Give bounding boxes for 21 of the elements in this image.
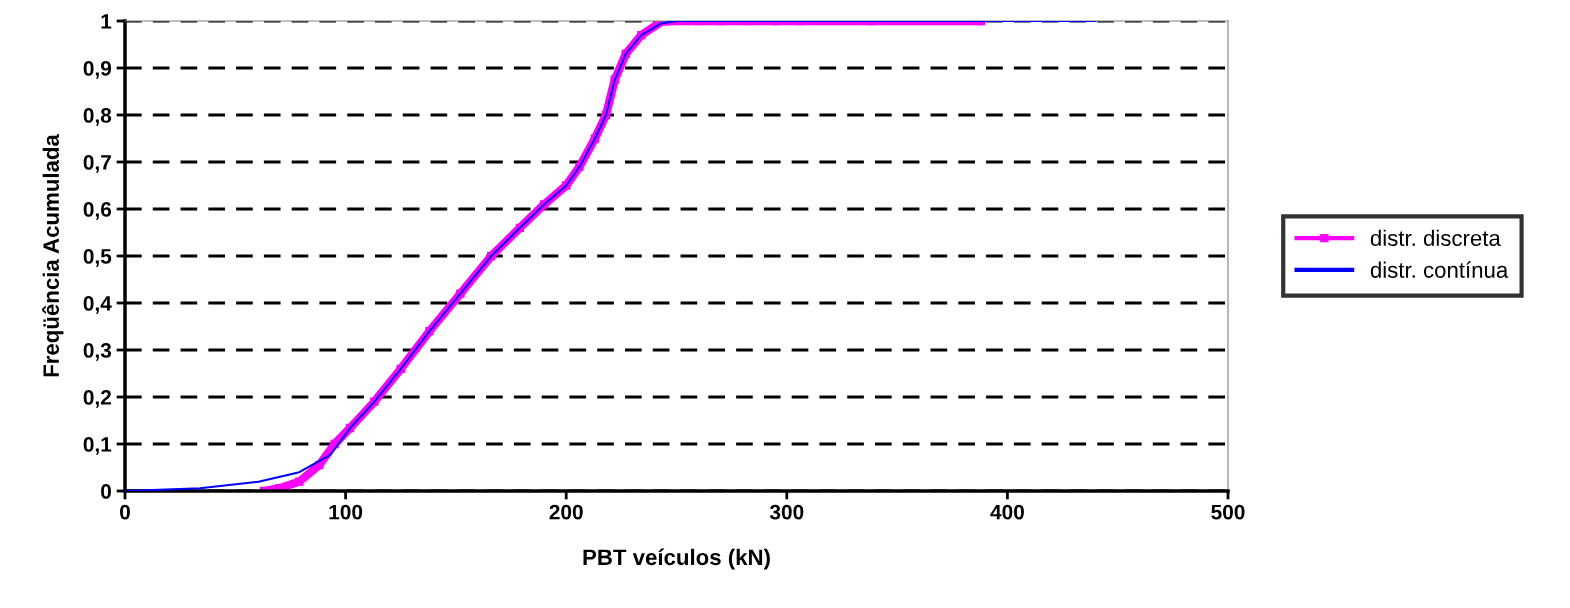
legend-label: distr. contínua	[1370, 261, 1509, 278]
y-tick-label: 0,5	[83, 249, 112, 267]
x-tick-label: 100	[329, 504, 363, 520]
y-tick-label: 1	[101, 14, 112, 29]
y-tick-label: 0,3	[83, 343, 112, 361]
y-tick-label: 0,4	[83, 296, 112, 314]
x-tick-label: 200	[549, 504, 583, 520]
y-axis-title: Freqüência Acumulada	[42, 134, 64, 377]
y-tick-label: 0	[101, 484, 111, 499]
legend-label: distr. discreta	[1370, 229, 1501, 247]
y-tick-label: 0,2	[83, 390, 111, 408]
x-tick-label: 0	[120, 504, 130, 520]
y-tick-label: 0,8	[83, 108, 112, 126]
x-axis-title: PBT veículos (kN)	[583, 548, 770, 570]
y-tick-label: 0,9	[83, 61, 112, 79]
y-tick-label: 0,6	[83, 202, 112, 220]
y-tick-label: 0,1	[83, 437, 112, 455]
x-tick-label: 300	[769, 504, 804, 520]
y-tick-label: 0,7	[83, 155, 111, 173]
x-tick-label: 500	[1211, 504, 1245, 520]
x-tick-label: 400	[990, 504, 1024, 520]
